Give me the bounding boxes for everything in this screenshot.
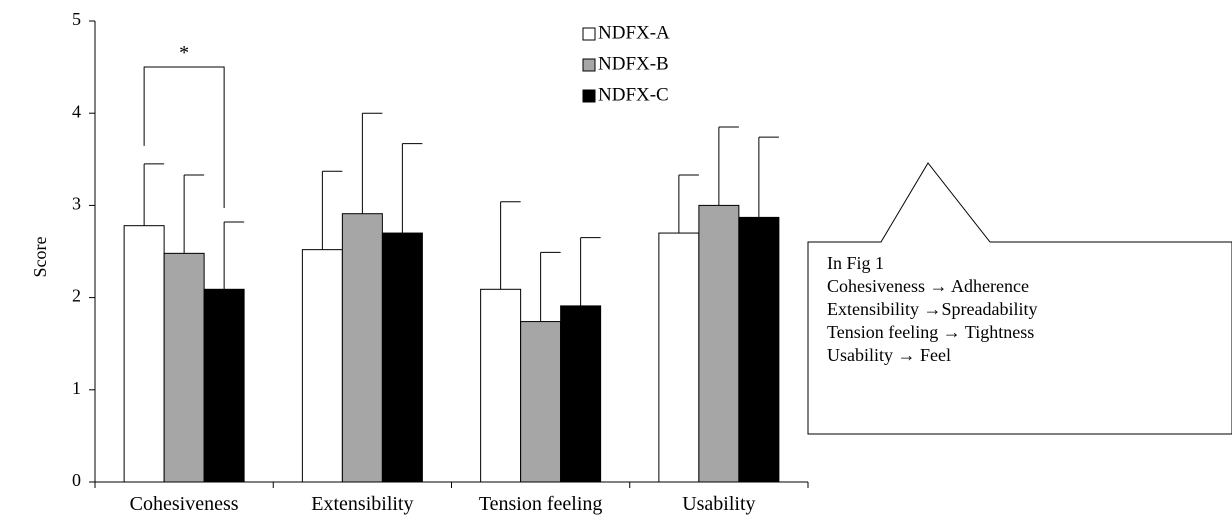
callout-line: Extensibility →Spreadability — [827, 299, 1037, 319]
callout-line: Usability → Feel — [827, 345, 951, 365]
y-tick-label: 3 — [72, 194, 81, 214]
x-category-label: Extensibility — [311, 493, 413, 515]
y-axis-title: Score — [30, 236, 50, 277]
significance-line — [143, 66, 225, 208]
callout-line: In Fig 1 — [827, 253, 884, 273]
bar — [301, 249, 343, 483]
y-tick-label: 5 — [72, 9, 81, 29]
bar — [381, 232, 423, 483]
legend-label: NDFX-B — [598, 53, 669, 74]
callout-shape — [807, 162, 1232, 435]
callout-line: Cohesiveness → Adherence — [827, 276, 1029, 296]
y-tick-label: 1 — [72, 378, 81, 398]
category-labels: Cohesiveness Extensibility Tension feeling… — [130, 493, 756, 515]
significance-marker: * — [179, 42, 189, 64]
legend-label: NDFX-C — [598, 84, 669, 105]
legend-swatch — [582, 89, 596, 103]
bar — [123, 225, 165, 483]
callout-line: Tension feeling → Tightness — [827, 322, 1034, 342]
bar — [560, 305, 602, 483]
bar — [738, 216, 780, 483]
x-category-label: Cohesiveness — [130, 493, 239, 515]
y-tick-label: 4 — [72, 101, 81, 121]
callout-box: In Fig 1 Cohesiveness → Adherence Extensib… — [807, 162, 1232, 435]
legend-swatch — [582, 27, 596, 41]
bar — [163, 252, 205, 483]
legend-label: NDFX-A — [598, 22, 670, 43]
bar — [341, 213, 383, 483]
y-tick-label: 2 — [72, 286, 81, 306]
bars — [123, 204, 780, 483]
bar — [520, 321, 562, 483]
bar — [203, 288, 245, 483]
significance-bracket: * — [143, 42, 225, 208]
y-ticks: 0 1 2 3 4 5 — [72, 9, 95, 490]
bar — [480, 288, 522, 483]
x-category-label: Usability — [682, 493, 755, 515]
bar — [658, 232, 700, 483]
legend: NDFX-A NDFX-B NDFX-C — [582, 22, 670, 105]
bar — [698, 204, 740, 483]
x-category-label: Tension feeling — [479, 493, 603, 515]
error-bars — [143, 112, 779, 322]
legend-swatch — [582, 58, 596, 72]
y-tick-label: 0 — [72, 470, 81, 490]
